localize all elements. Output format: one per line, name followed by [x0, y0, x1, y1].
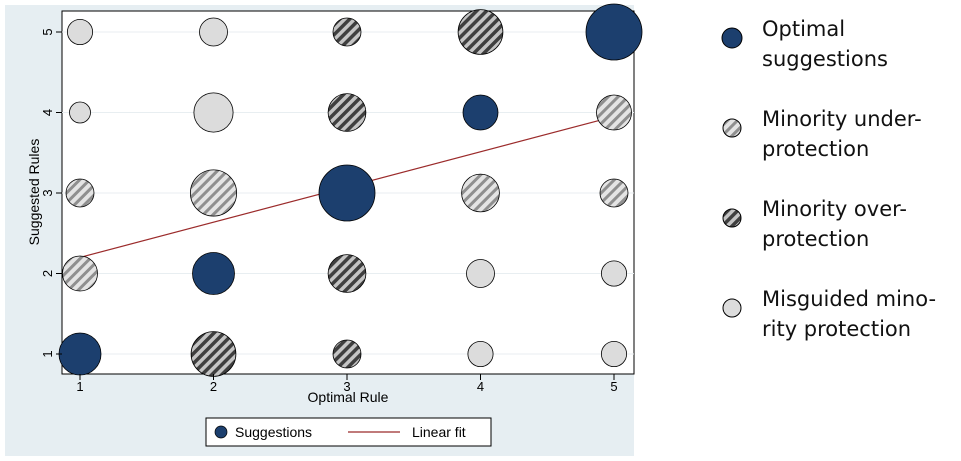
point-over-2-1 [190, 331, 237, 377]
y-tick-label-4: 4 [40, 109, 55, 116]
point-over-3-2 [327, 254, 367, 293]
x-axis-label: Optimal Rule [308, 389, 389, 405]
legend-item-optimal-label: Optimal suggestions [762, 17, 888, 71]
x-tick-label-3: 3 [343, 379, 350, 394]
y-tick-label-1: 1 [40, 350, 55, 357]
point-misguided-1-4 [69, 101, 91, 124]
chart-legend: Suggestions Linear fit [205, 417, 492, 447]
y-tick-label-3: 3 [40, 189, 55, 196]
legend-item-misguided-label: Misguided mino- rity protection [762, 287, 937, 341]
point-misguided-2-4 [193, 92, 234, 133]
point-over-3-5 [332, 17, 362, 47]
point-misguided-1-5 [67, 18, 94, 46]
y-axis-label: Suggested Rules [26, 139, 42, 246]
point-under-5-3 [599, 178, 629, 208]
legend-suggestions-label: Suggestions [235, 424, 312, 440]
legend-linear-fit-label: Linear fit [412, 424, 466, 440]
light-striped-circle-icon [722, 118, 742, 138]
y-tick-label-5: 5 [40, 28, 55, 35]
legend-item-over-label: Minority over- protection [762, 197, 907, 251]
x-tick-label-1: 1 [76, 379, 83, 394]
x-tick-label-4: 4 [477, 379, 484, 394]
legend-suggestions-marker [214, 425, 228, 439]
legend-item-under-label: Minority under- protection [762, 107, 922, 161]
y-tick-label-2: 2 [40, 270, 55, 277]
point-under-5-4 [596, 94, 632, 131]
point-over-3-1 [332, 339, 362, 369]
point-optimal-3-3 [318, 164, 376, 222]
point-optimal-2-2 [192, 252, 235, 295]
axes: 1 2 3 4 5 1 2 3 4 5 [40, 28, 618, 394]
point-misguided-2-5 [199, 17, 228, 47]
dark-striped-circle-icon [722, 208, 742, 228]
points-layer [58, 3, 643, 377]
point-over-3-4 [327, 93, 367, 132]
point-under-1-2 [62, 255, 98, 292]
light-grey-circle-icon [722, 298, 742, 318]
point-optimal-5-5 [585, 3, 643, 61]
point-misguided-5-2 [601, 260, 628, 287]
point-under-1-3 [65, 178, 95, 208]
point-under-4-3 [461, 173, 500, 213]
solid-navy-circle-icon [721, 27, 743, 49]
point-over-4-5 [457, 9, 504, 55]
point-optimal-1-1 [58, 332, 102, 376]
point-misguided-4-1 [467, 340, 494, 367]
point-misguided-4-2 [466, 259, 495, 288]
point-under-2-3 [189, 169, 237, 217]
point-optimal-4-4 [462, 94, 499, 131]
point-misguided-5-1 [601, 340, 628, 367]
x-tick-label-2: 2 [210, 379, 217, 394]
x-tick-label-5: 5 [610, 379, 617, 394]
